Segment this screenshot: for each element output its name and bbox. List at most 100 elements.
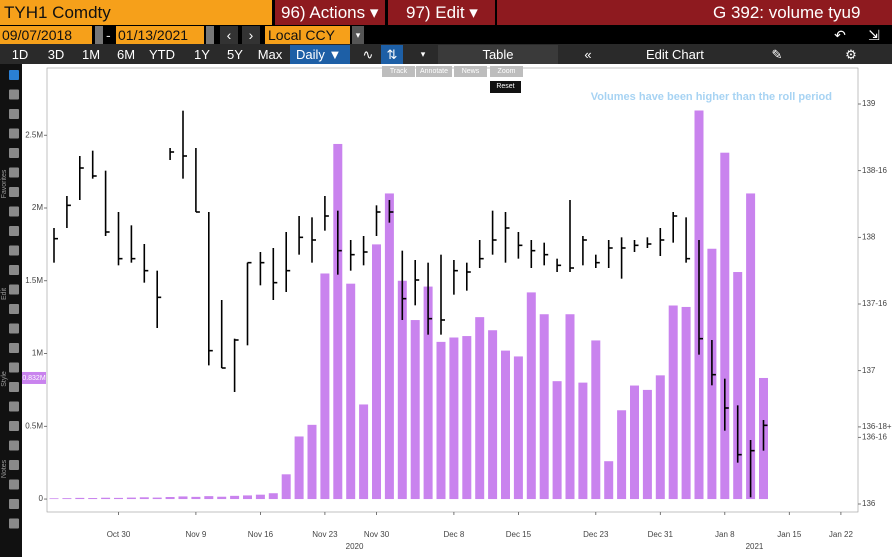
- frequency[interactable]: Daily ▼: [290, 45, 350, 64]
- x-tick-label: Jan 22: [829, 530, 854, 539]
- function-title: G 392: volume tyu9: [497, 0, 892, 25]
- tool-icon[interactable]: [9, 460, 19, 470]
- volume-bar: [655, 375, 665, 500]
- tool-icon[interactable]: [9, 187, 19, 197]
- chart-tool[interactable]: Track: [382, 66, 415, 77]
- tool-icon[interactable]: [9, 499, 19, 509]
- currency[interactable]: Local CCY: [265, 26, 350, 44]
- volume-bar: [114, 497, 123, 500]
- tool-icon[interactable]: [9, 382, 19, 392]
- start-date[interactable]: 09/07/2018: [0, 26, 92, 44]
- y-tick-label: 1M: [32, 349, 43, 358]
- period-button[interactable]: 1Y: [194, 47, 210, 62]
- line-icon[interactable]: ∿: [362, 47, 374, 62]
- tool-icon[interactable]: [9, 148, 19, 158]
- table-button[interactable]: Table: [438, 45, 558, 64]
- edit-chart[interactable]: Edit Chart: [646, 47, 704, 62]
- currency-dropdown[interactable]: ▾: [352, 26, 364, 44]
- volume-bar: [126, 497, 136, 500]
- side-tab: Style: [1, 371, 8, 387]
- draw-icon[interactable]: ✎: [771, 47, 783, 62]
- volume-bar: [230, 495, 240, 500]
- chart: Volumes have been higher than the roll p…: [0, 64, 892, 557]
- period-button[interactable]: 1M: [81, 47, 101, 62]
- edit-menu[interactable]: 97) Edit ▾: [388, 0, 495, 25]
- tool-icon[interactable]: [9, 518, 19, 529]
- collapse-button[interactable]: ⇲: [868, 27, 880, 43]
- chart-tool[interactable]: News: [454, 66, 487, 77]
- tool-icon[interactable]: [9, 304, 19, 314]
- tool-icon[interactable]: [9, 421, 19, 431]
- tool-icon[interactable]: [9, 226, 19, 236]
- volume-bar: [513, 356, 523, 500]
- volume-bar: [720, 152, 730, 500]
- tool-icon[interactable]: [9, 89, 19, 100]
- volume-bar: [410, 320, 420, 500]
- volume-bar: [152, 497, 162, 500]
- y2-tick-label: 136: [862, 499, 876, 508]
- prev-button[interactable]: ‹: [220, 26, 238, 44]
- volume-bar: [501, 350, 510, 500]
- ticker[interactable]: TYH1 Comdty: [0, 0, 272, 25]
- side-tab: Edit: [1, 288, 8, 300]
- date-separator: -: [106, 27, 111, 43]
- x-year-label: 2021: [746, 542, 764, 551]
- tool-icon[interactable]: [9, 479, 19, 490]
- undo-button[interactable]: ↶: [834, 27, 846, 43]
- tool-icon[interactable]: [9, 440, 19, 451]
- tool-icon[interactable]: [9, 284, 19, 295]
- calendar-icon[interactable]: [206, 26, 214, 44]
- tool-icon[interactable]: [9, 70, 19, 80]
- type-dropdown[interactable]: ▾: [420, 49, 426, 59]
- actions-menu[interactable]: 96) Actions ▾: [275, 0, 385, 25]
- tool-icon[interactable]: [9, 265, 19, 275]
- period-button[interactable]: 1D: [11, 47, 29, 62]
- tool-icon[interactable]: [9, 323, 19, 334]
- y-tick-label: 0: [39, 494, 44, 503]
- volume-bar: [346, 283, 356, 500]
- volume-bar: [333, 143, 343, 500]
- volume-bar: [526, 292, 536, 500]
- tool-icon[interactable]: [9, 167, 19, 178]
- volume-bar: [255, 494, 265, 500]
- reset-button[interactable]: Reset: [490, 81, 521, 93]
- bar-icon[interactable]: ⇅: [381, 45, 403, 64]
- volume-bar: [204, 496, 214, 500]
- x-tick-label: Nov 23: [312, 530, 338, 539]
- volume-bar: [178, 496, 188, 500]
- volume-bar: [681, 306, 691, 500]
- y2-tick-label: 139: [862, 99, 876, 108]
- volume-bar: [294, 436, 304, 500]
- calendar-icon[interactable]: [95, 26, 103, 44]
- period-button[interactable]: YTD: [149, 47, 175, 62]
- y2-tick-label: 138-16: [862, 166, 887, 175]
- period-button[interactable]: 6M: [116, 47, 136, 62]
- collapse-left[interactable]: «: [584, 47, 592, 62]
- tool-icon[interactable]: [9, 362, 19, 373]
- volume-bar: [372, 244, 381, 500]
- period-button[interactable]: 3D: [47, 47, 65, 62]
- plot-frame: [46, 67, 859, 513]
- chart-tool[interactable]: Annotate: [416, 66, 452, 77]
- annotation: Volumes have been higher than the roll p…: [591, 91, 832, 103]
- volume-bar: [578, 382, 588, 500]
- period-button[interactable]: Max: [257, 47, 283, 62]
- tool-icon[interactable]: [9, 245, 19, 256]
- volume-bar: [165, 497, 175, 500]
- side-tab: Favorites: [1, 169, 8, 198]
- settings-icon[interactable]: ⚙: [845, 47, 857, 62]
- volume-bar: [217, 496, 227, 500]
- chart-tool[interactable]: Zoom: [490, 66, 523, 77]
- tool-icon[interactable]: [9, 206, 19, 217]
- y-tick-label: 2M: [32, 203, 43, 212]
- y2-tick-label: 136-16: [862, 432, 887, 441]
- tool-icon[interactable]: [9, 109, 19, 119]
- tool-icon[interactable]: [9, 401, 19, 412]
- x-tick-label: Oct 30: [107, 530, 131, 539]
- period-button[interactable]: 5Y: [227, 47, 243, 62]
- tool-icon[interactable]: [9, 128, 19, 139]
- volume-bar: [642, 389, 652, 500]
- next-button[interactable]: ›: [242, 26, 260, 44]
- end-date[interactable]: 01/13/2021: [116, 26, 204, 44]
- tool-icon[interactable]: [9, 343, 19, 353]
